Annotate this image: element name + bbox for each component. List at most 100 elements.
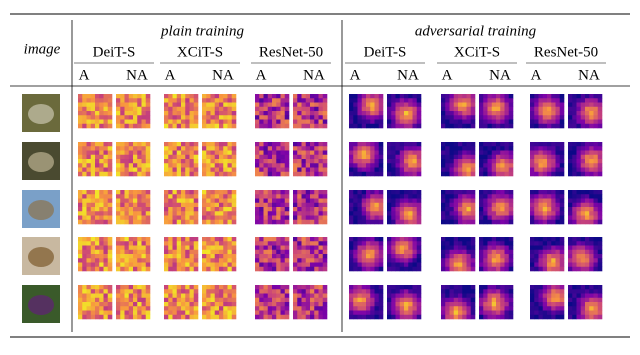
heatmap-cell [353, 155, 358, 160]
heatmap-cell [82, 199, 87, 204]
heatmap-cell [95, 172, 100, 177]
heatmap-cell [78, 263, 83, 268]
heatmap-cell [228, 111, 233, 116]
heatmap-cell [194, 155, 199, 160]
heatmap-cell [400, 254, 405, 259]
heatmap-cell [91, 159, 96, 164]
heatmap-cell [190, 151, 195, 156]
heatmap-cell [539, 246, 544, 251]
heatmap-cell [534, 207, 539, 212]
heatmap-cell [78, 172, 83, 177]
heatmap-cell [379, 267, 384, 272]
heatmap-cell [391, 168, 396, 173]
heatmap-cell [547, 172, 552, 177]
heatmap-cell [594, 111, 599, 116]
heatmap-cell [362, 306, 367, 311]
heatmap-cell [120, 311, 125, 316]
heatmap-cell [306, 194, 311, 199]
heatmap-cell [462, 267, 467, 272]
heatmap-cell [264, 151, 269, 156]
heatmap-cell [164, 254, 169, 259]
heatmap-cell [255, 263, 260, 268]
heatmap-cell [462, 172, 467, 177]
heatmap-cell [358, 250, 363, 255]
heatmap-cell [285, 250, 290, 255]
heatmap-cell [492, 241, 497, 246]
heatmap-cell [125, 203, 130, 208]
heatmap-cell [488, 203, 493, 208]
heatmap-cell [496, 302, 501, 307]
heatmap-cell [450, 172, 455, 177]
heatmap-cell [142, 216, 147, 221]
heatmap-cell [164, 246, 169, 251]
heatmap-cell [190, 168, 195, 173]
heatmap-cell [572, 258, 577, 263]
heatmap-cell [116, 124, 121, 129]
heatmap-cell [142, 211, 147, 216]
heatmap-cell [215, 302, 220, 307]
heatmap-cell [581, 220, 586, 225]
heatmap-cell [467, 207, 472, 212]
heatmap-cell [375, 246, 380, 251]
heatmap-cell [445, 199, 450, 204]
heatmap-cell [206, 103, 211, 108]
heatmap-cell [366, 267, 371, 272]
heatmap-cell [530, 151, 535, 156]
heatmap-cell [108, 163, 113, 168]
heatmap-cell [228, 298, 233, 303]
heatmap-cell [396, 220, 401, 225]
heatmap-cell [82, 194, 87, 199]
heatmap-cell [211, 250, 216, 255]
heatmap-cell [181, 103, 186, 108]
heatmap-cell [215, 254, 220, 259]
heatmap-cell [319, 237, 324, 242]
heatmap-cell [551, 151, 556, 156]
heatmap-cell [181, 194, 186, 199]
heatmap-cell [181, 241, 186, 246]
heatmap-cell [483, 298, 488, 303]
heatmap-cell [173, 142, 178, 147]
heatmap-cell [319, 172, 324, 177]
heatmap-cell [133, 246, 138, 251]
heatmap-cell [194, 194, 199, 199]
heatmap-cell [500, 263, 505, 268]
heatmap-cell [137, 207, 142, 212]
heatmap-cell [310, 190, 315, 195]
heatmap-cell [268, 294, 273, 299]
heatmap-cell [379, 315, 384, 320]
heatmap-cell [293, 302, 298, 307]
heatmap-cell [441, 211, 446, 216]
heatmap-cell [483, 199, 488, 204]
heatmap-cell [496, 159, 501, 164]
heatmap-cell [255, 211, 260, 216]
heatmap-cell [181, 220, 186, 225]
heatmap-cell [232, 172, 237, 177]
heatmap-cell [82, 172, 87, 177]
heatmap-cell [177, 267, 182, 272]
heatmap-cell [471, 298, 476, 303]
heatmap-cell [281, 142, 286, 147]
heatmap-cell [471, 250, 476, 255]
heatmap-cell [99, 211, 104, 216]
heatmap-cell [255, 172, 260, 177]
heatmap-cell [259, 151, 264, 156]
heatmap-cell [413, 302, 418, 307]
heatmap-cell [173, 194, 178, 199]
heatmap-cell [391, 207, 396, 212]
heatmap-cell [268, 124, 273, 129]
heatmap-cell [408, 258, 413, 263]
heatmap-cell [168, 220, 173, 225]
heatmap-cell [417, 285, 422, 290]
heatmap-cell [530, 250, 535, 255]
heatmap-cell [387, 315, 392, 320]
heatmap-cell [400, 258, 405, 263]
heatmap-cell [202, 220, 207, 225]
heatmap-cell [142, 172, 147, 177]
heatmap-cell [450, 146, 455, 151]
heatmap-cell [413, 250, 418, 255]
heatmap-cell [492, 172, 497, 177]
heatmap-cell [496, 250, 501, 255]
heatmap-cell [585, 190, 590, 195]
heatmap-cell [539, 241, 544, 246]
